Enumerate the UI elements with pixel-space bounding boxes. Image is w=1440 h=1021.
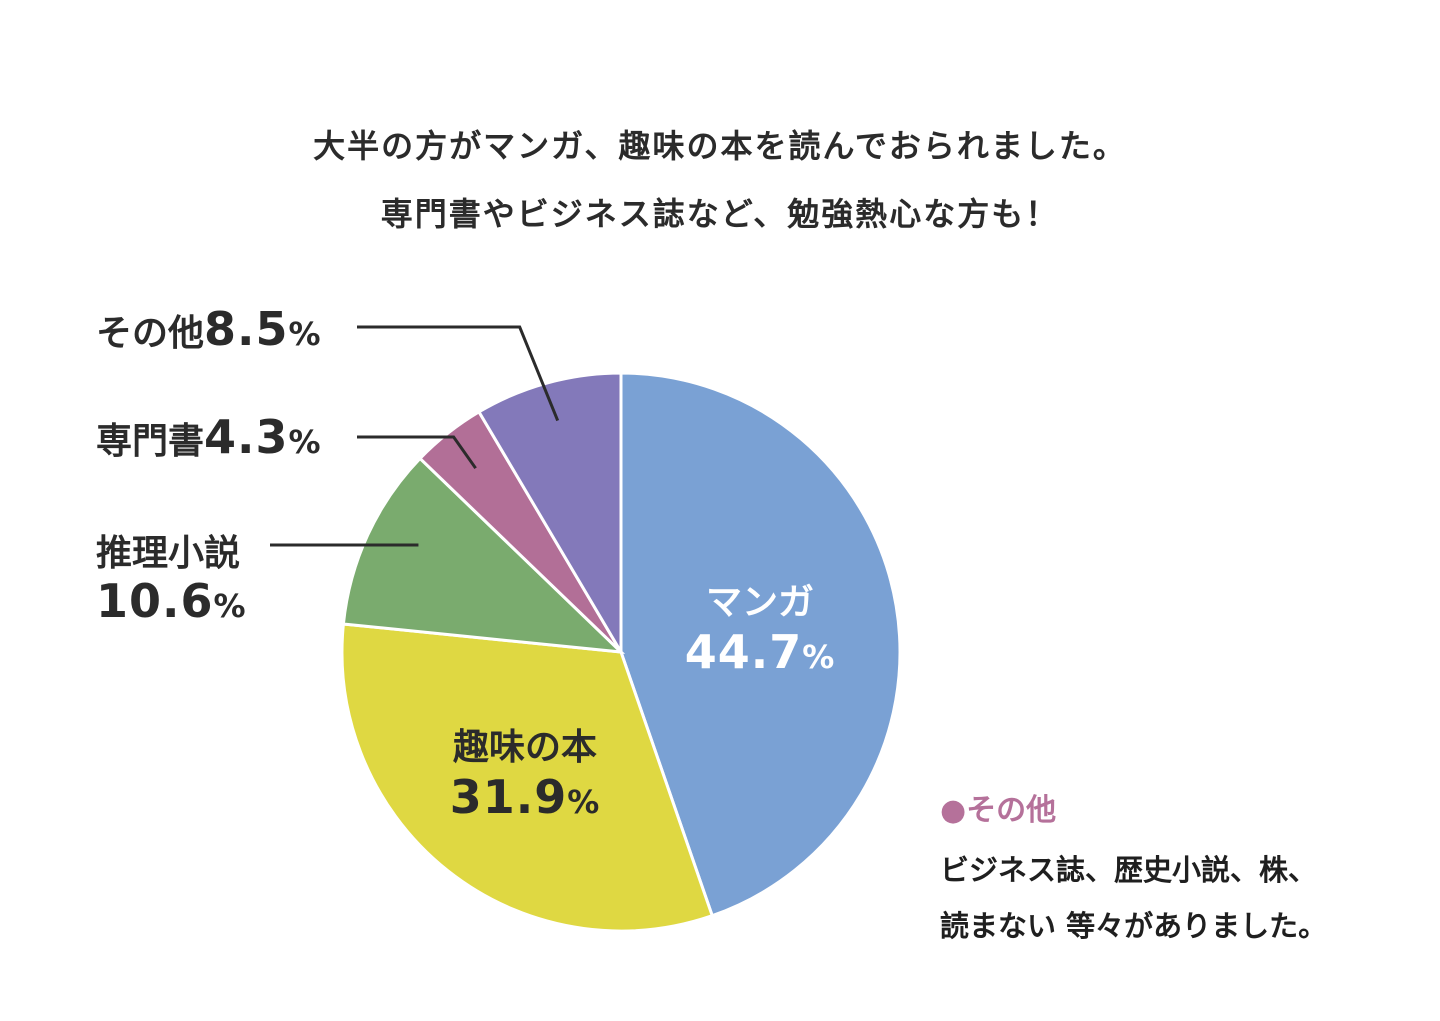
- header-line-1: 大半の方がマンガ、趣味の本を読んでおられました。: [313, 127, 1127, 165]
- slice-label-name: その他: [96, 313, 205, 354]
- other-note-title-text: その他: [966, 793, 1057, 828]
- slice-label-value: 10.6%: [96, 574, 247, 628]
- other-note-body: ビジネス誌、歴史小説、株、 読まない 等々がありました。: [940, 842, 1327, 954]
- slice-label-name: 趣味の本: [452, 727, 597, 768]
- chart-header: 大半の方がマンガ、趣味の本を読んでおられました。 専門書やビジネス誌など、勉強熱…: [0, 112, 1440, 248]
- slice-label-name: マンガ: [705, 582, 814, 623]
- slice-label-hobby: 趣味の本 31.9%: [425, 718, 625, 824]
- slice-manga: [619, 371, 902, 918]
- bullet-dot-icon: ●: [940, 793, 967, 828]
- slice-other: [476, 371, 623, 658]
- slice-label-value: 44.7%: [684, 625, 836, 679]
- slice-label-mystery: 推理小説 10.6%: [96, 524, 247, 628]
- leader-line-other: [357, 325, 560, 422]
- other-note-line-2: 読まない 等々がありました。: [940, 909, 1328, 943]
- other-note-line-1: ビジネス誌、歴史小説、株、: [940, 853, 1318, 887]
- other-note-title: ●その他: [940, 788, 1327, 834]
- slice-mystery: [341, 456, 626, 654]
- slice-hobby: [340, 622, 715, 933]
- slice-label-name: 専門書: [96, 421, 205, 462]
- slice-label-name: 推理小説: [96, 533, 241, 574]
- other-note: ●その他 ビジネス誌、歴史小説、株、 読まない 等々がありました。: [940, 788, 1327, 954]
- slice-label-value: 4.3%: [204, 410, 322, 464]
- slice-label-specialist: 専門書4.3%: [96, 410, 322, 464]
- slice-label-value: 31.9%: [449, 770, 601, 824]
- leader-line-specialist: [357, 435, 477, 470]
- slice-label-value: 8.5%: [204, 302, 322, 356]
- slice-label-manga: マンガ 44.7%: [660, 573, 860, 679]
- slice-label-other: その他8.5%: [96, 302, 322, 356]
- header-line-2: 専門書やビジネス誌など、勉強熱心な方も！: [380, 195, 1060, 233]
